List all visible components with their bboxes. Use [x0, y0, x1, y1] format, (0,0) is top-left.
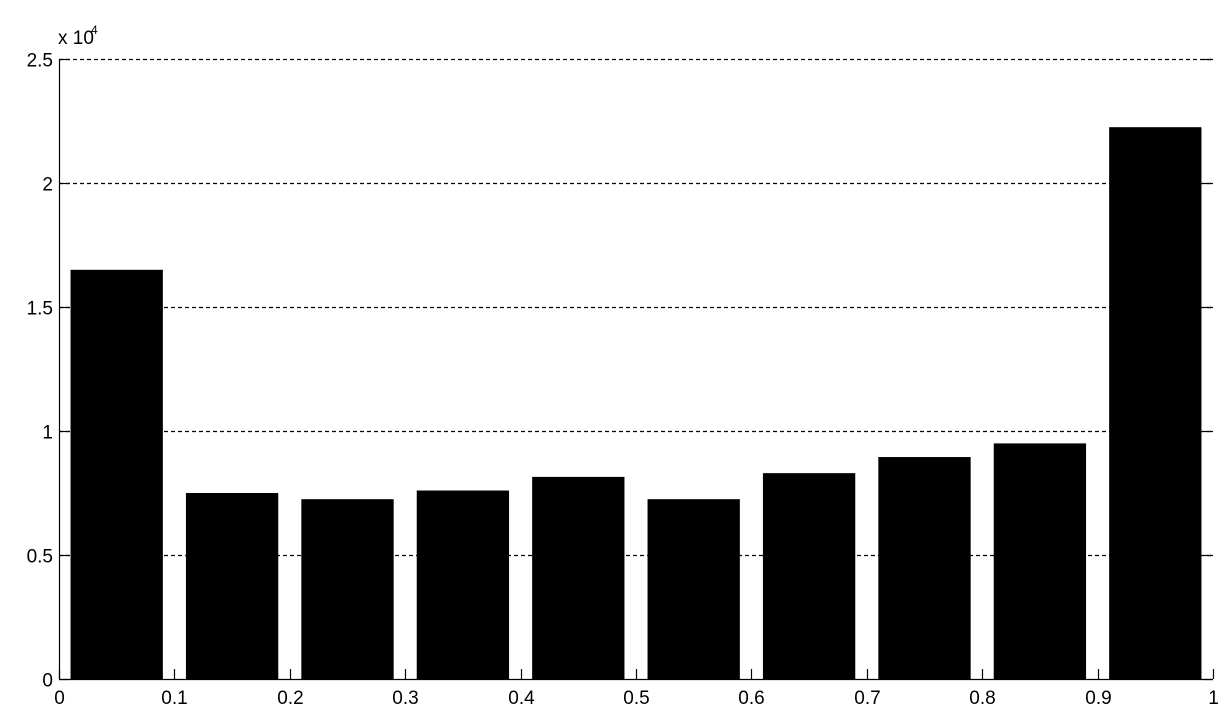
- histogram-bar: [532, 476, 625, 679]
- histogram-bar: [1109, 127, 1202, 679]
- y-axis-multiplier: x 10: [58, 28, 94, 49]
- x-tick-label: 0.1: [161, 688, 187, 709]
- histogram-bar: [416, 490, 510, 679]
- histogram-bar: [993, 443, 1087, 679]
- x-tick-label: 0: [54, 688, 65, 709]
- x-tick-label: 0.6: [738, 688, 764, 709]
- axes: [58, 58, 1215, 681]
- x-tick-label: 1: [1208, 688, 1219, 709]
- x-tick-label: 0.9: [1085, 688, 1111, 709]
- x-tick-label: 0.3: [392, 688, 418, 709]
- x-tick-label: 0.8: [969, 688, 995, 709]
- histogram-bar: [762, 473, 856, 679]
- histogram-bar: [878, 457, 971, 679]
- x-tick-label: 0.4: [508, 688, 535, 709]
- y-tick-label: 1.5: [27, 299, 53, 320]
- x-tick-label: 0.2: [277, 688, 303, 709]
- y-tick-label: 2: [42, 175, 53, 196]
- y-tick-label: 1: [42, 423, 53, 444]
- histogram-bar: [70, 269, 163, 679]
- histogram-bar: [185, 493, 279, 679]
- tick-labels: 0 0.1 0.2 0.3 0.4 0.5 0.6 0.7 0.8 0.9 1 0 0.5 1 1.5 2 2.…: [27, 51, 1219, 710]
- bars: [70, 127, 1202, 679]
- x-tick-label: 0.7: [854, 688, 880, 709]
- y-tick-label: 0.5: [27, 547, 53, 568]
- y-tick-label: 0: [42, 671, 53, 692]
- x-tick-label: 0.5: [623, 688, 649, 709]
- y-tick-label: 2.5: [27, 51, 53, 72]
- histogram-bar: [647, 499, 740, 679]
- histogram-bar: [301, 499, 394, 679]
- y-axis-multiplier-exponent: 4: [91, 23, 98, 37]
